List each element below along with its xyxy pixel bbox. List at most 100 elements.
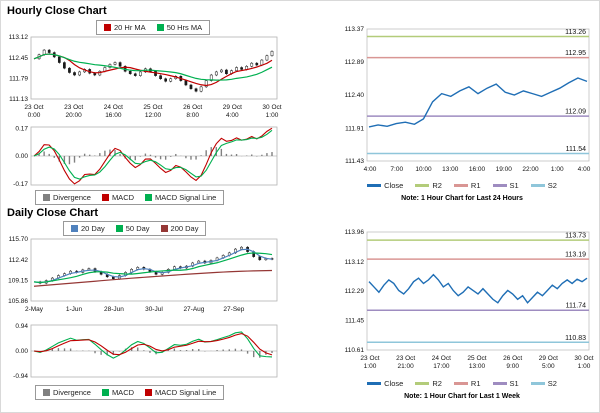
svg-text:113.19: 113.19 bbox=[565, 252, 586, 259]
legend-label: 50 Hrs MA bbox=[166, 23, 203, 32]
svg-text:112.40: 112.40 bbox=[345, 92, 365, 99]
svg-text:13:00: 13:00 bbox=[442, 166, 459, 173]
svg-text:111.45: 111.45 bbox=[345, 318, 364, 325]
legend-item-divergence: Divergence bbox=[43, 388, 91, 397]
legend-swatch bbox=[71, 225, 78, 232]
svg-text:113.12: 113.12 bbox=[9, 34, 29, 41]
svg-text:26 Oct: 26 Oct bbox=[183, 104, 202, 111]
daily-chart-title: Daily Close Chart bbox=[7, 207, 99, 219]
svg-text:7:00: 7:00 bbox=[390, 166, 403, 173]
svg-text:1:00: 1:00 bbox=[578, 363, 591, 370]
legend-item-close: Close bbox=[367, 379, 403, 388]
legend-item-macd: MACD bbox=[101, 193, 134, 202]
svg-text:0.00: 0.00 bbox=[15, 348, 28, 355]
hourly-macd-chart: 0.17 0.00 -0.17 bbox=[13, 125, 278, 188]
legend-swatch bbox=[453, 382, 468, 385]
daily-macd-chart: 0.94 0.00 -0.94 bbox=[13, 323, 278, 380]
svg-text:-0.94: -0.94 bbox=[13, 373, 28, 380]
legend-item-r2: R2 bbox=[415, 379, 442, 388]
legend-label: 50 Day bbox=[125, 224, 150, 233]
legend-label: Divergence bbox=[53, 193, 91, 202]
legend-swatch bbox=[415, 382, 430, 385]
legend-label: S1 bbox=[509, 379, 519, 388]
legend-swatch bbox=[453, 184, 468, 187]
svg-text:1-Jun: 1-Jun bbox=[66, 306, 83, 313]
svg-text:23 Oct: 23 Oct bbox=[396, 355, 415, 362]
legend-label: S2 bbox=[547, 379, 557, 388]
svg-text:112.42: 112.42 bbox=[9, 257, 29, 264]
legend-swatch bbox=[530, 184, 545, 187]
legend-swatch bbox=[492, 184, 507, 187]
legend-item-r1: R1 bbox=[453, 379, 481, 388]
last-24h-note: Note: 1 Hour Chart for Last 24 Hours bbox=[401, 195, 523, 202]
legend-swatch bbox=[43, 194, 50, 201]
svg-text:111.79: 111.79 bbox=[9, 76, 28, 83]
svg-text:111.91: 111.91 bbox=[345, 126, 364, 133]
svg-text:1:00: 1:00 bbox=[551, 166, 564, 173]
svg-text:29 Oct: 29 Oct bbox=[539, 355, 558, 362]
legend-swatch bbox=[367, 184, 382, 187]
hourly-ma-legend: 20 Hr MA 50 Hrs MA bbox=[96, 20, 211, 35]
legend-swatch bbox=[156, 24, 164, 31]
legend-item-divergence: Divergence bbox=[43, 193, 91, 202]
legend-swatch bbox=[492, 382, 507, 385]
svg-text:111.13: 111.13 bbox=[9, 96, 28, 103]
svg-text:4:00: 4:00 bbox=[364, 166, 377, 173]
svg-text:111.43: 111.43 bbox=[345, 158, 364, 165]
last-week-note: Note: 1 Hour Chart for Last 1 Week bbox=[404, 393, 520, 400]
legend-swatch bbox=[145, 194, 153, 201]
svg-text:110.61: 110.61 bbox=[345, 347, 365, 354]
svg-text:0.94: 0.94 bbox=[15, 323, 28, 330]
svg-text:112.45: 112.45 bbox=[9, 55, 29, 62]
svg-text:20:00: 20:00 bbox=[66, 112, 83, 119]
svg-text:113.73: 113.73 bbox=[565, 233, 586, 240]
legend-item-macd-signal-line: MACD Signal Line bbox=[145, 388, 216, 397]
legend-label: R1 bbox=[470, 379, 481, 388]
svg-text:30 Oct: 30 Oct bbox=[574, 355, 593, 362]
legend-label: R2 bbox=[432, 181, 442, 190]
last-week-legend: Close R2 R1 S1 S2 bbox=[331, 379, 593, 388]
legend-label: R1 bbox=[470, 181, 481, 190]
svg-text:16:00: 16:00 bbox=[469, 166, 486, 173]
svg-text:111.74: 111.74 bbox=[566, 303, 586, 310]
svg-text:27-Aug: 27-Aug bbox=[183, 306, 204, 313]
svg-text:105.86: 105.86 bbox=[8, 298, 28, 305]
legend-label: Close bbox=[384, 379, 404, 388]
svg-text:8:00: 8:00 bbox=[186, 112, 199, 119]
legend-item-s2: S2 bbox=[530, 181, 557, 190]
svg-text:2-May: 2-May bbox=[25, 306, 44, 313]
svg-text:29 Oct: 29 Oct bbox=[223, 104, 242, 111]
svg-text:17:00: 17:00 bbox=[433, 363, 450, 370]
legend-swatch bbox=[160, 225, 168, 232]
legend-item-20-hr-ma: 20 Hr MA bbox=[104, 23, 146, 32]
daily-macd-legend: Divergence MACD MACD Signal Line bbox=[35, 385, 225, 400]
svg-text:24 Oct: 24 Oct bbox=[104, 104, 123, 111]
legend-swatch bbox=[101, 194, 109, 201]
svg-text:0.00: 0.00 bbox=[15, 153, 28, 160]
svg-text:-0.17: -0.17 bbox=[13, 181, 28, 188]
svg-text:27-Sep: 27-Sep bbox=[223, 306, 244, 313]
legend-label: MACD bbox=[111, 388, 135, 397]
legend-item-close: Close bbox=[367, 181, 403, 190]
svg-text:23 Oct: 23 Oct bbox=[360, 355, 379, 362]
svg-text:113.37: 113.37 bbox=[345, 26, 365, 33]
svg-text:112.29: 112.29 bbox=[345, 288, 365, 295]
legend-swatch bbox=[367, 382, 382, 385]
svg-text:4:00: 4:00 bbox=[578, 166, 591, 173]
svg-text:0:00: 0:00 bbox=[28, 112, 41, 119]
svg-text:25 Oct: 25 Oct bbox=[143, 104, 162, 111]
svg-text:0.17: 0.17 bbox=[15, 125, 28, 132]
legend-label: 20 Hr MA bbox=[114, 23, 146, 32]
svg-text:9:00: 9:00 bbox=[506, 363, 519, 370]
legend-item-s2: S2 bbox=[530, 379, 557, 388]
legend-label: S2 bbox=[547, 181, 557, 190]
legend-label: R2 bbox=[432, 379, 442, 388]
svg-text:30 Oct: 30 Oct bbox=[262, 104, 281, 111]
svg-text:21:00: 21:00 bbox=[398, 363, 415, 370]
svg-text:26 Oct: 26 Oct bbox=[503, 355, 522, 362]
svg-text:10:00: 10:00 bbox=[415, 166, 432, 173]
